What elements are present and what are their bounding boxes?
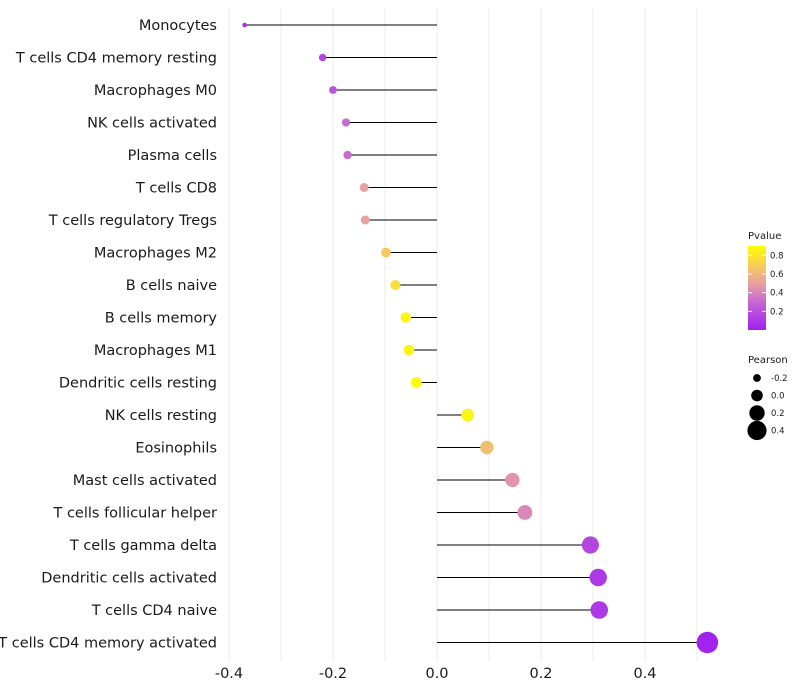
category-label: Macrophages M2 [94,246,217,262]
category-label: Mast cells activated [73,473,217,489]
data-point [403,344,415,356]
stems [244,24,708,643]
pvalue-legend-ticks: 0.8 0.6 0.4 0.2 [748,251,784,317]
category-label: Plasma cells [128,148,217,164]
x-tick-label: -0.2 [319,666,347,682]
data-point [359,183,369,192]
category-label: T cells CD4 memory resting [15,51,217,67]
category-label: Eosinophils [135,441,217,457]
x-tick-label: 0.0 [425,666,448,682]
x-tick-label: -0.4 [215,666,243,682]
pearson-legend-label: 0.4 [771,427,785,437]
data-point [318,53,327,62]
data-point [589,568,607,587]
category-label: T cells CD4 naive [91,603,217,619]
category-label: Macrophages M1 [94,343,217,359]
pvalue-legend-label: 0.6 [770,270,784,280]
data-point [461,408,475,422]
data-point [480,440,494,455]
data-point [590,601,608,619]
category-label: Dendritic cells activated [41,571,217,587]
pearson-legend-dot [749,405,765,421]
pearson-legend-dot [747,420,767,441]
pearson-legend-title: Pearson [748,355,788,366]
category-label: T cells follicular helper [52,506,217,522]
grid-lines [228,8,698,662]
category-label: Dendritic cells resting [59,376,217,392]
data-point [581,536,600,554]
pearson-legend-dot [751,389,763,402]
data-point [517,505,533,520]
pearson-legend: Pearson -0.2 0.0 0.2 0.4 [747,355,788,441]
x-axis-ticks: -0.4 -0.2 0.0 0.2 0.4 [215,666,657,682]
category-label: NK cells activated [87,116,217,132]
pvalue-legend-label: 0.8 [770,251,784,261]
category-label: T cells CD4 memory activated [0,636,217,652]
data-point [341,118,351,127]
pearson-legend-items: -0.2 0.0 0.2 0.4 [747,374,788,441]
category-label: NK cells resting [105,408,217,424]
pvalue-legend-label: 0.2 [770,307,784,317]
x-tick-label: 0.2 [529,666,552,682]
data-point [343,150,352,160]
category-label: Monocytes [139,18,217,34]
pearson-legend-label: 0.0 [771,392,785,402]
x-tick-label: 0.4 [633,666,656,682]
data-point [696,631,719,654]
category-labels: Monocytes T cells CD4 memory resting Macro… [0,18,217,652]
data-point [329,86,337,94]
pvalue-colorbar [748,246,766,330]
data-point [390,279,401,291]
category-label: B cells memory [105,311,218,327]
pvalue-legend-title: Pvalue [748,231,781,242]
pearson-legend-label: -0.2 [771,374,788,384]
category-label: B cells naive [126,278,217,294]
data-point [381,247,391,258]
pvalue-legend-label: 0.4 [770,289,784,299]
points [242,22,719,654]
data-point [360,215,370,225]
data-point [400,312,412,323]
category-label: T cells regulatory Tregs [48,213,217,229]
pvalue-legend: Pvalue 0.8 0.6 0.4 0.2 [748,231,784,330]
category-label: T cells CD8 [135,181,217,197]
pearson-legend-dot [753,374,761,382]
data-point [242,22,247,28]
data-point [410,377,422,388]
data-point [505,472,520,488]
pearson-legend-label: 0.2 [771,409,785,419]
category-label: Macrophages M0 [94,83,217,99]
category-label: T cells gamma delta [69,538,217,554]
